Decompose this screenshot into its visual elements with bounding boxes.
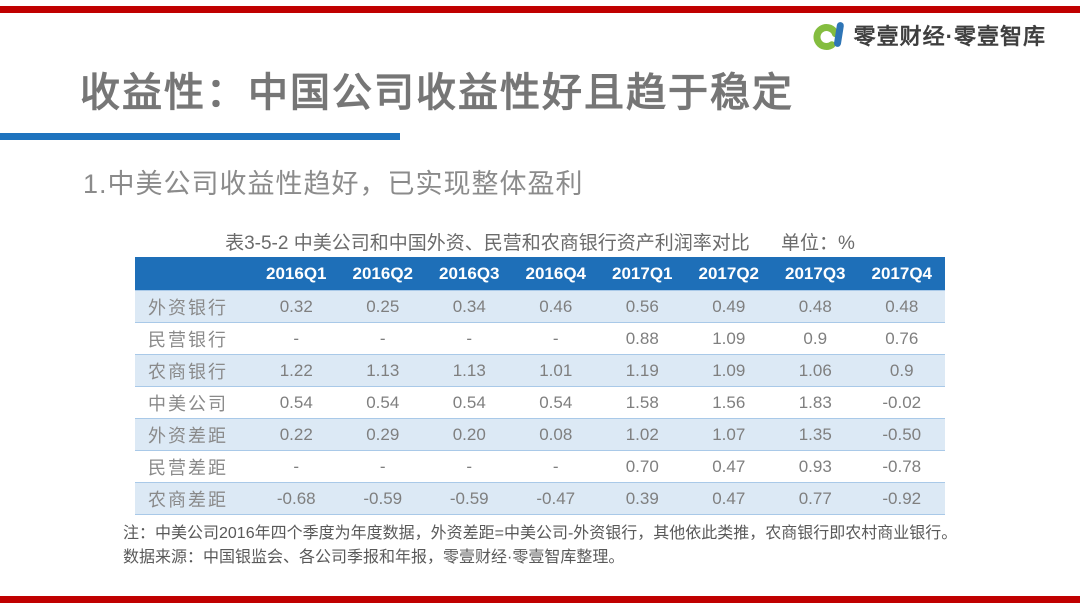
table-caption-text: 表3-5-2 中美公司和中国外资、民营和农商银行资产利润率对比 — [225, 233, 750, 254]
value-cell: 1.13 — [426, 354, 513, 387]
table-caption: 表3-5-2 中美公司和中国外资、民营和农商银行资产利润率对比 单位：% — [135, 228, 945, 255]
table-body: 外资银行 0.32 0.25 0.34 0.46 0.56 0.49 0.48 0.48 民营银行… — [135, 290, 945, 515]
value-cell: -0.59 — [426, 482, 513, 515]
value-cell: 0.54 — [339, 386, 426, 419]
table-row: 外资银行 0.32 0.25 0.34 0.46 0.56 0.49 0.48 0.48 — [135, 290, 945, 323]
column-header: 2017Q3 — [772, 257, 859, 291]
bottom-accent-bar — [0, 596, 1080, 603]
value-cell: 0.9 — [858, 354, 945, 387]
brand-mark-icon — [813, 22, 844, 50]
value-cell: 0.47 — [685, 450, 772, 483]
column-header: 2016Q2 — [339, 257, 426, 291]
value-cell: -0.02 — [858, 386, 945, 419]
value-cell: 0.9 — [772, 322, 859, 355]
value-cell: -0.68 — [253, 482, 340, 515]
value-cell: 1.07 — [685, 418, 772, 451]
value-cell: 0.25 — [339, 290, 426, 323]
value-cell: 0.54 — [512, 386, 599, 419]
value-cell: 0.48 — [772, 290, 859, 323]
value-cell: 0.22 — [253, 418, 340, 451]
value-cell: 0.56 — [599, 290, 686, 323]
data-table-container: 2016Q1 2016Q2 2016Q3 2016Q4 2017Q1 2017Q2 2017… — [135, 257, 945, 515]
value-cell: -0.78 — [858, 450, 945, 483]
roa-comparison-table: 2016Q1 2016Q2 2016Q3 2016Q4 2017Q1 2017Q2 2017… — [135, 257, 945, 515]
value-cell: 0.49 — [685, 290, 772, 323]
footnote-line: 注：中美公司2016年四个季度为年度数据，外资差距=中美公司-外资银行，其他依此… — [123, 525, 958, 542]
value-cell: 0.70 — [599, 450, 686, 483]
brand-logo: 零壹财经·零壹智库 — [813, 18, 1046, 52]
column-header: 2017Q1 — [599, 257, 686, 291]
value-cell: 1.35 — [772, 418, 859, 451]
value-cell: -0.92 — [858, 482, 945, 515]
value-cell: 0.32 — [253, 290, 340, 323]
table-row: 农商银行 1.22 1.13 1.13 1.01 1.19 1.09 1.06 0.9 — [135, 354, 945, 387]
brand-name: 零壹财经·零壹智库 — [853, 24, 1046, 49]
table-corner-cell — [135, 257, 253, 291]
row-label-cell: 民营差距 — [135, 450, 253, 483]
row-label-cell: 中美公司 — [135, 386, 253, 419]
top-accent-bar — [0, 6, 1080, 13]
page-title: 收益性：中国公司收益性好且趋于稳定 — [80, 71, 794, 115]
column-header: 2016Q3 — [426, 257, 513, 291]
table-header-row: 2016Q1 2016Q2 2016Q3 2016Q4 2017Q1 2017Q2 2017… — [135, 257, 945, 291]
table-row: 中美公司 0.54 0.54 0.54 0.54 1.58 1.56 1.83 -0.02 — [135, 386, 945, 419]
value-cell: 0.48 — [858, 290, 945, 323]
table-unit-label: 单位：% — [781, 233, 855, 254]
value-cell: 0.76 — [858, 322, 945, 355]
section-subtitle: 1.中美公司收益性趋好，已实现整体盈利 — [83, 169, 584, 199]
value-cell: 0.54 — [253, 386, 340, 419]
footnotes: 注：中美公司2016年四个季度为年度数据，外资差距=中美公司-外资银行，其他依此… — [123, 522, 983, 570]
value-cell: 0.88 — [599, 322, 686, 355]
value-cell: 0.93 — [772, 450, 859, 483]
row-label-cell: 外资差距 — [135, 418, 253, 451]
value-cell: - — [512, 322, 599, 355]
row-label-cell: 农商银行 — [135, 354, 253, 387]
value-cell: 0.47 — [685, 482, 772, 515]
value-cell: - — [339, 450, 426, 483]
row-label-cell: 民营银行 — [135, 322, 253, 355]
value-cell: - — [426, 322, 513, 355]
value-cell: 1.06 — [772, 354, 859, 387]
value-cell: 1.58 — [599, 386, 686, 419]
title-underline — [0, 133, 400, 140]
value-cell: 0.39 — [599, 482, 686, 515]
value-cell: -0.59 — [339, 482, 426, 515]
value-cell: - — [426, 450, 513, 483]
value-cell: 0.77 — [772, 482, 859, 515]
value-cell: 0.54 — [426, 386, 513, 419]
value-cell: 1.56 — [685, 386, 772, 419]
value-cell: -0.47 — [512, 482, 599, 515]
table-row: 外资差距 0.22 0.29 0.20 0.08 1.02 1.07 1.35 -0.50 — [135, 418, 945, 451]
value-cell: 1.19 — [599, 354, 686, 387]
value-cell: - — [512, 450, 599, 483]
value-cell: 0.20 — [426, 418, 513, 451]
value-cell: 0.29 — [339, 418, 426, 451]
column-header: 2017Q2 — [685, 257, 772, 291]
row-label-cell: 农商差距 — [135, 482, 253, 515]
value-cell: 1.01 — [512, 354, 599, 387]
table-row: 农商差距 -0.68 -0.59 -0.59 -0.47 0.39 0.47 0.77 -0.9… — [135, 482, 945, 515]
value-cell: - — [253, 450, 340, 483]
row-label-cell: 外资银行 — [135, 290, 253, 323]
value-cell: 0.08 — [512, 418, 599, 451]
table-row: 民营差距 - - - -0.70 0.47 0.93 -0.78 — [135, 450, 945, 483]
value-cell: 1.09 — [685, 354, 772, 387]
value-cell: - — [339, 322, 426, 355]
value-cell: 1.22 — [253, 354, 340, 387]
table-header: 2016Q1 2016Q2 2016Q3 2016Q4 2017Q1 2017Q2 2017… — [135, 257, 945, 291]
value-cell: 1.83 — [772, 386, 859, 419]
value-cell: 1.09 — [685, 322, 772, 355]
value-cell: -0.50 — [858, 418, 945, 451]
column-header: 2017Q4 — [858, 257, 945, 291]
value-cell: 0.34 — [426, 290, 513, 323]
table-row: 民营银行 - - - -0.88 1.09 0.9 0.76 — [135, 322, 945, 355]
value-cell: - — [253, 322, 340, 355]
column-header: 2016Q1 — [253, 257, 340, 291]
column-header: 2016Q4 — [512, 257, 599, 291]
value-cell: 1.13 — [339, 354, 426, 387]
value-cell: 1.02 — [599, 418, 686, 451]
footnote-line: 数据来源：中国银监会、各公司季报和年报，零壹财经·零壹智库整理。 — [123, 549, 625, 566]
value-cell: 0.46 — [512, 290, 599, 323]
